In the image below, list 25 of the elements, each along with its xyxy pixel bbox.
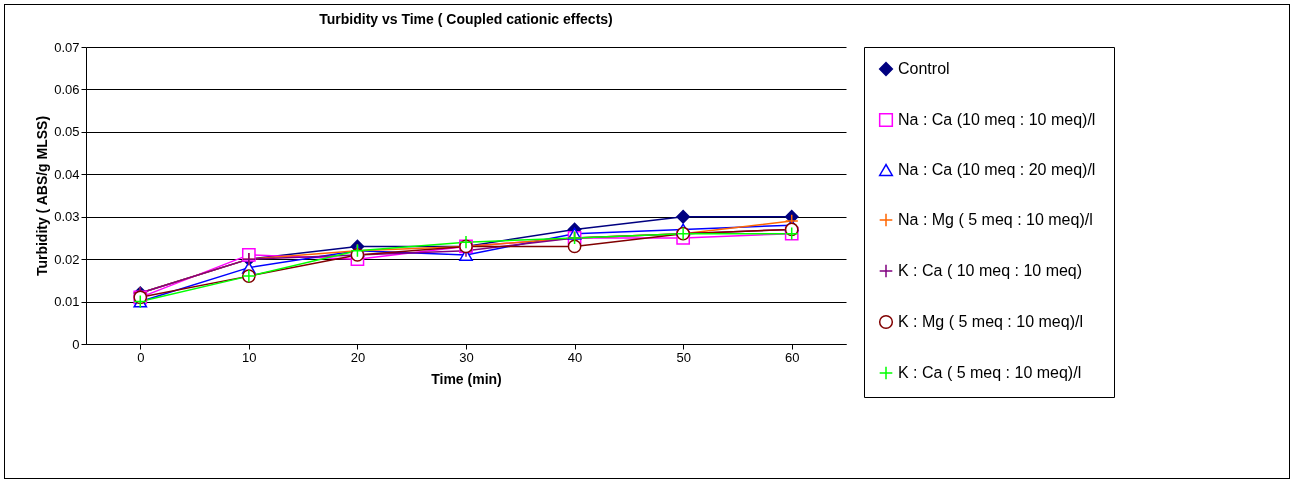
y-axis-title: Turbidity ( ABS/g MLSS) (34, 115, 51, 277)
legend-label: Na : Mg ( 5 meq : 10 meq)/l (898, 211, 1093, 228)
x-tick-label: 0 (137, 349, 145, 365)
y-tick-label: 0.02 (54, 251, 80, 267)
legend-label: Na : Ca (10 meq : 10 meq)/l (898, 111, 1096, 128)
y-tick-label: 0 (72, 336, 80, 352)
x-tick-label: 20 (350, 349, 366, 365)
x-tick-label: 40 (567, 349, 583, 365)
legend-label: K : Mg ( 5 meq : 10 meq)/l (898, 313, 1083, 330)
x-tick-label: 60 (784, 349, 800, 365)
legend-label: Control (898, 60, 950, 77)
legend-label: Na : Ca (10 meq : 20 meq)/l (898, 161, 1096, 178)
chart-title: Turbidity vs Time ( Coupled cationic effects) (319, 11, 613, 27)
x-axis-title: Time (min) (431, 370, 502, 387)
y-tick-label: 0.06 (54, 81, 80, 97)
legend-label: K : Ca ( 5 meq : 10 meq)/l (898, 364, 1082, 381)
y-tick-label: 0.07 (54, 39, 80, 55)
x-tick-label: 10 (242, 349, 257, 365)
legend-label: K : Ca ( 10 meq : 10 meq) (898, 262, 1083, 279)
y-tick-label: 0.03 (54, 209, 80, 225)
x-tick-label: 50 (676, 349, 691, 365)
y-tick-label: 0.05 (54, 124, 80, 140)
x-tick-label: 30 (459, 349, 474, 365)
y-tick-label: 0.01 (54, 294, 80, 310)
y-tick-label: 0.04 (54, 166, 80, 182)
